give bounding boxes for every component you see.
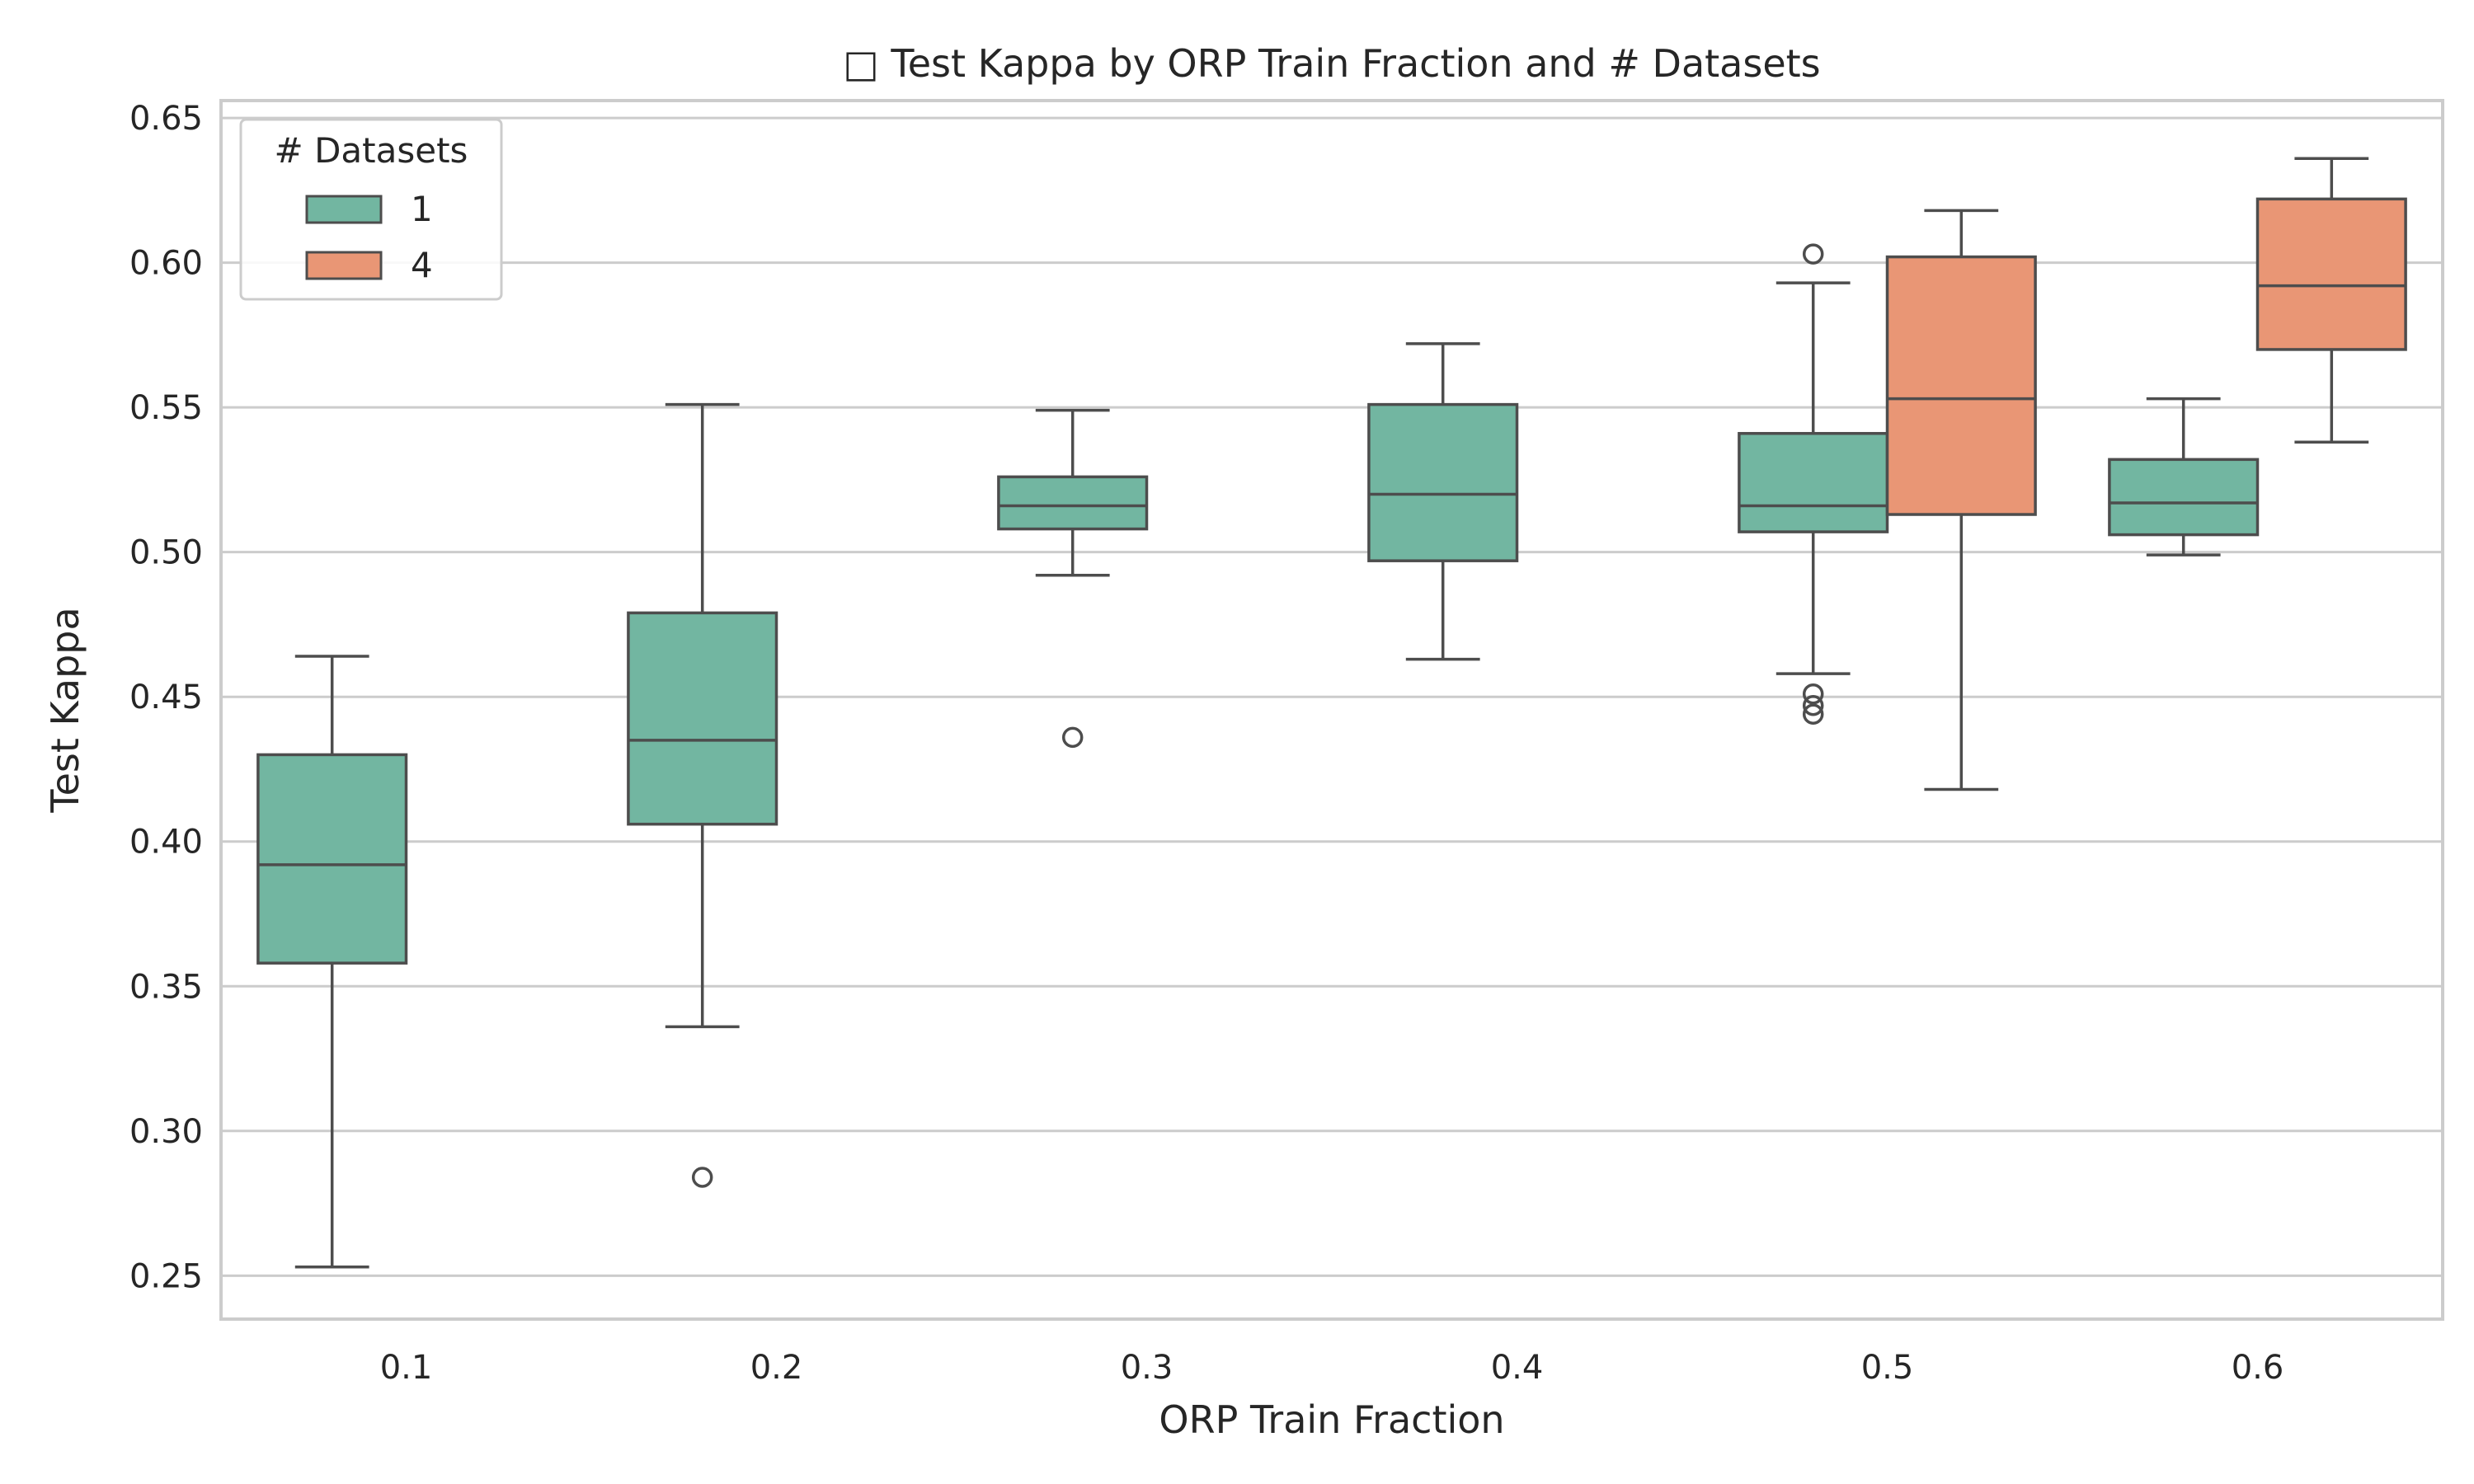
y-tick-label: 0.35 xyxy=(129,968,203,1006)
box-series-1-0.2 xyxy=(627,402,778,1188)
x-tick-labels: 0.1 0.2 0.3 0.4 0.5 0.6 xyxy=(380,1349,2284,1387)
box-iqr xyxy=(997,475,1149,531)
y-tick-label: 0.60 xyxy=(129,245,203,283)
y-tick-label: 0.50 xyxy=(129,534,203,572)
chart-title: □ Test Kappa by ORP Train Fraction and #… xyxy=(843,41,1820,86)
legend-title: # Datasets xyxy=(275,130,468,171)
box-iqr xyxy=(1885,255,2037,516)
y-tick-label: 0.25 xyxy=(129,1257,203,1295)
box-iqr xyxy=(2255,197,2407,351)
grid-layer xyxy=(221,116,2443,1277)
x-tick-label: 0.5 xyxy=(1861,1349,1914,1387)
box-series-1-0.5 xyxy=(1738,243,1889,726)
box-iqr xyxy=(2108,458,2260,537)
x-tick-label: 0.4 xyxy=(1491,1349,1544,1387)
y-tick-label: 0.30 xyxy=(129,1113,203,1151)
outlier-point xyxy=(1802,243,1824,265)
x-tick-label: 0.3 xyxy=(1121,1349,1174,1387)
y-axis-label: Test Kappa xyxy=(43,607,87,813)
box-iqr xyxy=(256,753,408,965)
x-tick-label: 0.6 xyxy=(2232,1349,2284,1387)
box-iqr xyxy=(1367,402,1519,562)
legend: # Datasets 1 4 xyxy=(239,118,503,301)
x-tick-label: 0.2 xyxy=(750,1349,803,1387)
y-tick-label: 0.65 xyxy=(129,100,203,138)
box-series-1-0.3 xyxy=(997,408,1149,749)
y-tick-labels: 0.25 0.30 0.35 0.40 0.45 0.50 0.55 0.60 0.65 xyxy=(129,100,203,1295)
box-series-4-0.5 xyxy=(1885,209,2037,791)
y-tick-label: 0.45 xyxy=(129,679,203,716)
outlier-point xyxy=(1061,726,1084,749)
boxes-layer xyxy=(256,157,2407,1269)
box-iqr xyxy=(1738,431,1889,533)
legend-label-1: 1 xyxy=(411,189,433,229)
x-tick-label: 0.1 xyxy=(380,1349,433,1387)
outlier-point xyxy=(1802,703,1824,726)
outlier-point xyxy=(1802,683,1824,705)
box-series-1-0.6 xyxy=(2108,397,2260,556)
box-iqr xyxy=(627,611,778,826)
y-tick-label: 0.55 xyxy=(129,389,203,427)
legend-label-4: 4 xyxy=(411,245,433,285)
box-series-4-0.6 xyxy=(2255,157,2407,444)
outlier-point xyxy=(1802,694,1824,716)
plot-frame xyxy=(219,99,2444,1321)
y-tick-label: 0.40 xyxy=(129,824,203,862)
legend-swatch-1 xyxy=(305,195,383,224)
x-axis-label: ORP Train Fraction xyxy=(1159,1397,1504,1442)
legend-swatch-4 xyxy=(305,251,383,280)
box-series-1-0.4 xyxy=(1367,342,1519,661)
box-series-1-0.1 xyxy=(256,655,408,1269)
outlier-point xyxy=(691,1167,713,1188)
